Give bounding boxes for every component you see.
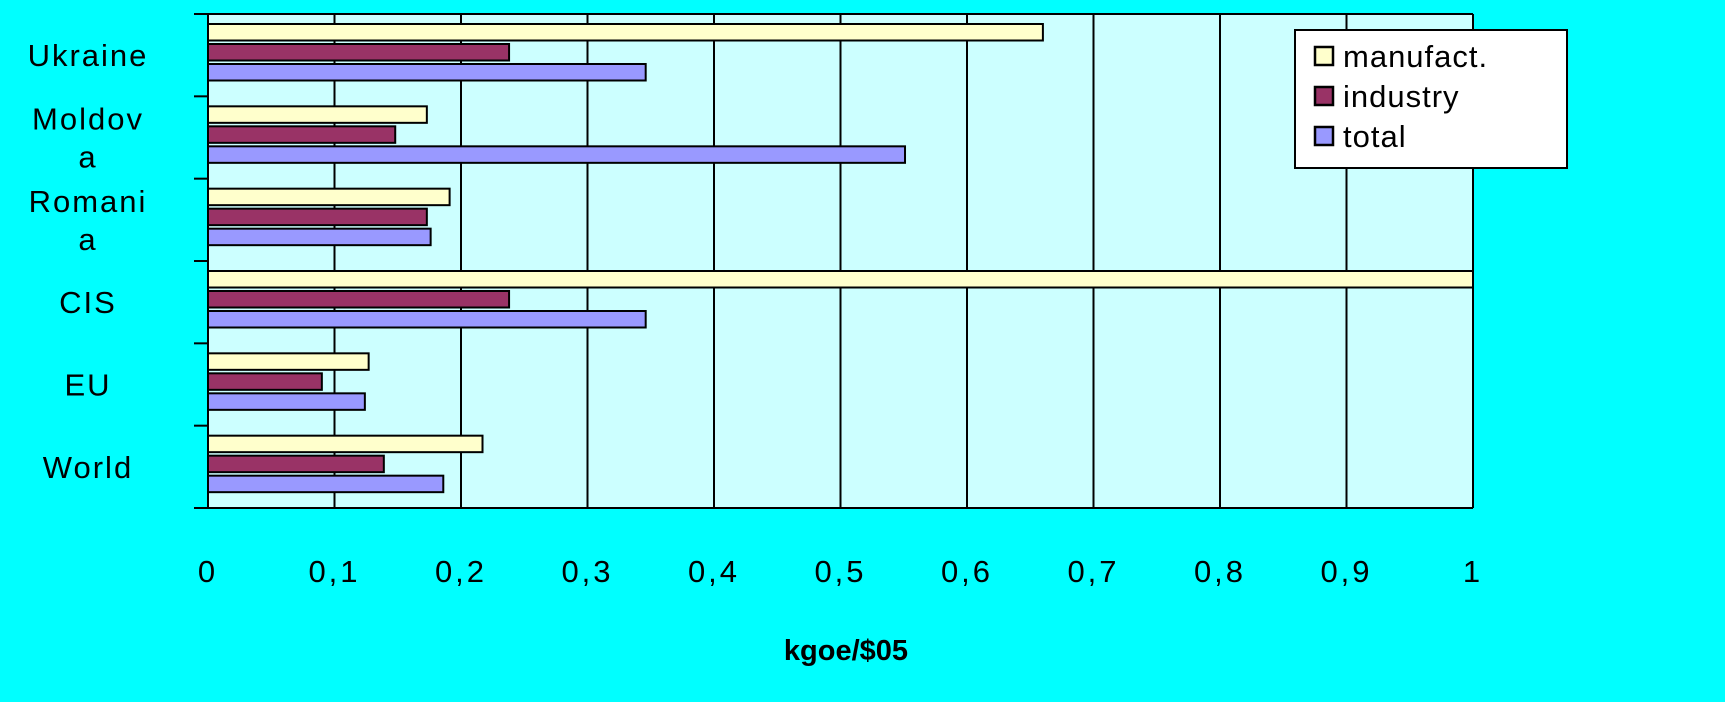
legend-label: industry <box>1343 79 1460 114</box>
category-label-line: Ukraine <box>28 38 149 73</box>
category-label: Romani a <box>29 184 148 257</box>
x-tick-label: 0,6 <box>941 554 993 589</box>
category-label: World <box>43 450 133 485</box>
bar-manufact <box>207 434 484 454</box>
bar-total <box>207 227 432 247</box>
x-tick-label: 0 <box>198 554 218 589</box>
legend-swatch <box>1313 125 1335 147</box>
tick-labels: 0 0,1 0,2 0,3 0,4 0,5 0,6 0,7 0,8 0,9 1 <box>198 554 1483 589</box>
category-label-line: EU <box>64 368 111 403</box>
bar-total <box>207 474 445 494</box>
category-label-line: Moldov <box>32 102 144 137</box>
x-tick-label: 0,8 <box>1194 554 1246 589</box>
x-tick-label: 0,4 <box>688 554 740 589</box>
bar-manufact <box>207 187 451 207</box>
x-axis-title: kgoe/$05 <box>784 635 908 667</box>
category-label: CIS <box>59 285 117 320</box>
bar-manufact <box>207 352 370 371</box>
x-tick-label: 0,1 <box>308 554 360 589</box>
bar-total <box>207 145 907 164</box>
x-tick-label: 0,9 <box>1320 554 1372 589</box>
category-label-line: Romani <box>29 184 148 219</box>
legend-swatch <box>1313 45 1335 67</box>
x-tick-label: 0,5 <box>814 554 866 589</box>
axes <box>194 13 1473 509</box>
legend: manufact. industry total <box>1294 29 1568 169</box>
bar-industry <box>207 454 385 474</box>
bar-industry <box>207 290 511 309</box>
x-tick-label: 0,2 <box>435 554 487 589</box>
x-tick-label: 0,3 <box>561 554 613 589</box>
bar-industry <box>207 207 428 227</box>
category-label-line: CIS <box>59 285 117 320</box>
category-label-line: World <box>43 450 133 485</box>
legend-box <box>1294 29 1568 169</box>
bar-total <box>207 310 647 329</box>
bar-industry <box>207 372 323 391</box>
bar-industry <box>207 43 511 62</box>
category-label-line: a <box>78 140 97 175</box>
x-tick-label: 1 <box>1463 554 1483 589</box>
category-label: Moldov a <box>32 102 144 175</box>
bar-manufact <box>207 23 1044 42</box>
category-label: Ukraine <box>28 38 149 73</box>
bar-total <box>207 392 366 411</box>
grid <box>207 13 1474 508</box>
x-tick-label: 0,7 <box>1067 554 1119 589</box>
legend-swatch <box>1313 85 1335 107</box>
category-label-line: a <box>78 222 97 257</box>
legend-label: total <box>1343 119 1407 154</box>
bar-manufact <box>207 270 1474 289</box>
bar-manufact <box>207 105 428 124</box>
bar-industry <box>207 125 397 144</box>
category-label: EU <box>64 368 111 403</box>
bar-total <box>207 63 647 82</box>
legend-label: manufact. <box>1343 39 1488 74</box>
